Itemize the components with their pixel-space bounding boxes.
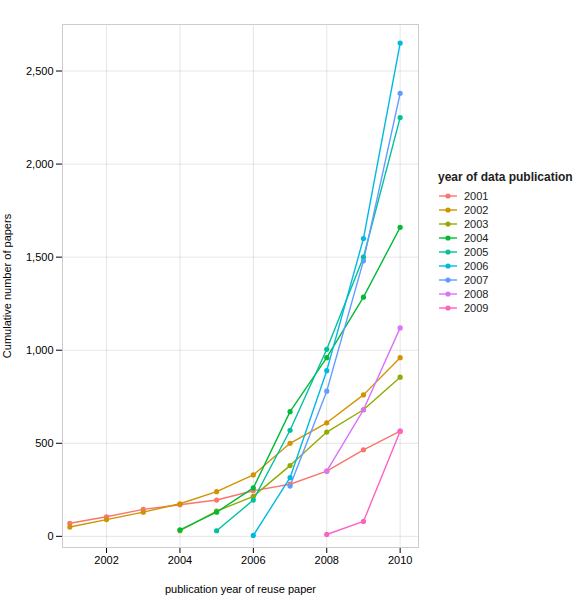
html-text:2004: 2004 (464, 232, 489, 244)
svg-text:2004: 2004 (168, 554, 192, 566)
html-text:2001: 2001 (464, 190, 489, 202)
svg-text:1,500: 1,500 (26, 251, 54, 263)
svg-text:publication year of reuse pape: publication year of reuse paper (165, 583, 316, 595)
svg-text:2006: 2006 (241, 554, 265, 566)
svg-text:2,000: 2,000 (26, 158, 54, 170)
html-text:2007: 2007 (464, 274, 489, 286)
html-text:2002: 2002 (464, 204, 489, 216)
svg-text:0: 0 (47, 530, 53, 542)
html-text:2008: 2008 (464, 288, 489, 300)
svg-text:Cumulative number of papers: Cumulative number of papers (1, 213, 13, 358)
svg-text:500: 500 (35, 437, 53, 449)
svg-text:1,000: 1,000 (26, 344, 54, 356)
html-text:2005: 2005 (464, 246, 489, 258)
html-text:year of data publication: year of data publication (438, 170, 573, 184)
svg-text:2010: 2010 (388, 554, 412, 566)
html-text:2006: 2006 (464, 260, 489, 272)
html-text:2009: 2009 (464, 302, 489, 314)
html-text:2003: 2003 (464, 218, 489, 230)
svg-text:2,500: 2,500 (26, 65, 54, 77)
svg-text:2002: 2002 (94, 554, 118, 566)
svg-text:2008: 2008 (315, 554, 339, 566)
